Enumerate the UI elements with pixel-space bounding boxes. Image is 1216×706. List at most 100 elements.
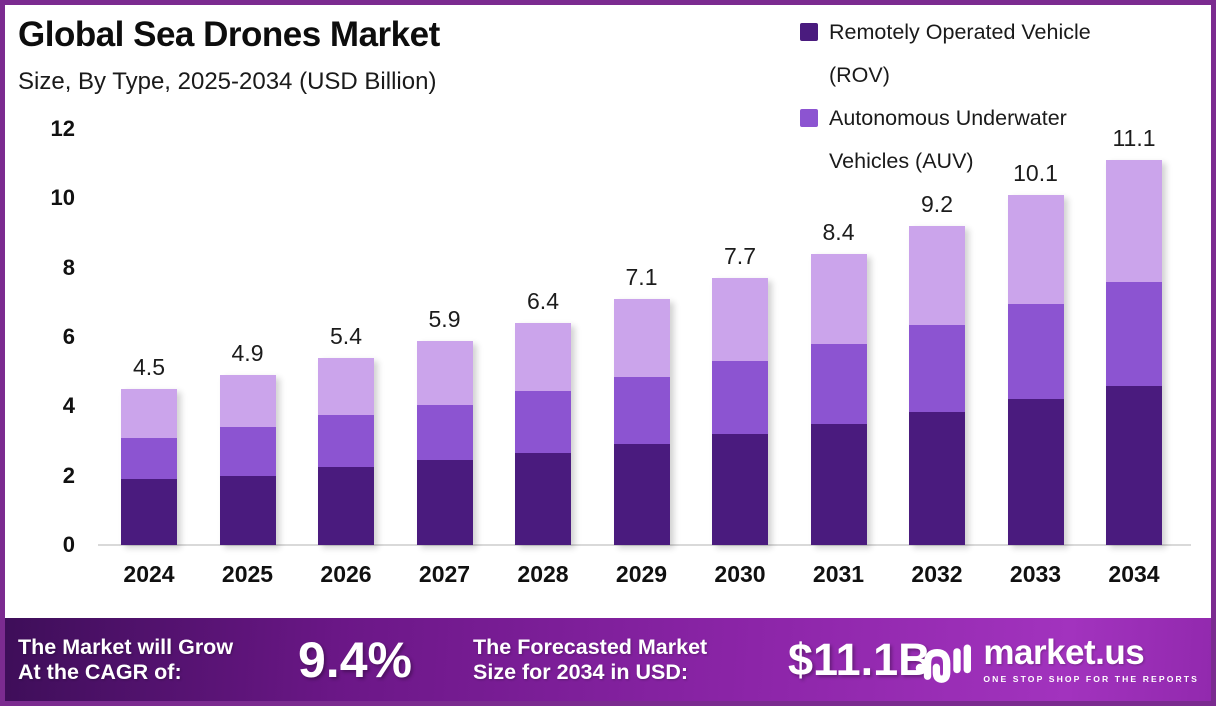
- x-tick-2033: 2033: [1009, 561, 1062, 587]
- bar-segment-top: [1007, 194, 1064, 305]
- bar-2025: 4.9 2025: [219, 340, 276, 587]
- bar-segment-top: [121, 389, 177, 438]
- marketus-logo-icon: [916, 644, 972, 683]
- x-tick-2029: 2029: [615, 561, 668, 587]
- x-tick-2027: 2027: [418, 561, 471, 587]
- x-tick-2028: 2028: [517, 561, 569, 587]
- y-tick-12: 12: [50, 116, 75, 142]
- bar-value-label: 4.9: [231, 340, 264, 367]
- bar-2031: 8.4 2031: [810, 219, 867, 587]
- bar-segment-top: [1106, 160, 1162, 282]
- bar-value-label: 9.2: [921, 191, 953, 218]
- forecast-label: The Forecasted Market Size for 2034 in U…: [473, 634, 707, 684]
- brand-tagline: ONE STOP SHOP FOR THE REPORTS: [983, 674, 1199, 684]
- bar-segment-top: [810, 253, 867, 344]
- bar-segment-auv: [416, 404, 473, 461]
- bar-segment-rov: [712, 434, 768, 545]
- bar-value-label: 8.4: [822, 218, 855, 245]
- bar-segment-top: [219, 375, 276, 428]
- x-tick-2030: 2030: [714, 561, 766, 587]
- bar-2024: 4.5 2024: [121, 354, 177, 587]
- chart-subtitle: Size, By Type, 2025-2034 (USD Billion): [18, 68, 437, 95]
- x-tick-2026: 2026: [320, 561, 372, 587]
- bar-value-label: 7.7: [724, 243, 756, 270]
- bar-segment-rov: [219, 475, 276, 545]
- y-tick-0: 0: [62, 532, 75, 557]
- brand-logo: market.us ONE STOP SHOP FOR THE REPORTS: [915, 634, 1199, 686]
- brand-name: market.us: [983, 633, 1145, 672]
- bar-segment-rov: [1007, 399, 1064, 545]
- bar-segment-rov: [416, 460, 473, 545]
- bar-segment-rov: [121, 479, 177, 545]
- bar-segment-auv: [810, 343, 867, 424]
- cagr-label-line1: The Market will Grow: [18, 634, 234, 659]
- bar-segment-auv: [318, 415, 374, 468]
- bar-segment-rov: [909, 411, 965, 545]
- cagr-value: 9.4%: [298, 631, 412, 688]
- x-tick-2032: 2032: [911, 561, 963, 587]
- y-tick-2: 2: [62, 462, 75, 488]
- y-tick-4: 4: [62, 393, 75, 419]
- footer-banner: The Market will Grow At the CAGR of: 9.4…: [5, 618, 1211, 701]
- bar-segment-top: [712, 278, 768, 362]
- legend-swatch: [800, 109, 818, 127]
- y-tick-8: 8: [62, 254, 75, 280]
- cagr-label-line2: At the CAGR of:: [18, 659, 182, 684]
- bar-value-label: 6.4: [527, 288, 559, 315]
- bar-segment-rov: [515, 453, 571, 545]
- legend: Remotely Operated Vehicle (ROV) Autonomous…: [800, 11, 1198, 183]
- bar-segment-top: [613, 298, 670, 377]
- bar-value-label: 4.5: [133, 354, 165, 381]
- legend-item-rov: Remotely Operated Vehicle (ROV): [800, 11, 1198, 97]
- bar-2027: 5.9 2027: [416, 306, 473, 587]
- legend-label: Autonomous Underwater Vehicles (AUV): [829, 106, 1067, 173]
- bar-segment-top: [909, 226, 965, 325]
- bar-segment-auv: [1106, 281, 1162, 386]
- x-axis-baseline: [98, 544, 1191, 546]
- bar-value-label: 10.1: [1013, 159, 1058, 186]
- brand-text: market.us ONE STOP SHOP FOR THE REPORTS: [983, 635, 1199, 684]
- bar-value-label: 5.9: [428, 305, 461, 332]
- bar-segment-top: [318, 357, 374, 416]
- legend-swatch: [800, 23, 818, 41]
- legend-item-auv: Autonomous Underwater Vehicles (AUV): [800, 97, 1198, 183]
- bar-segment-rov: [1106, 385, 1162, 545]
- bar-2032: 9.2 2032: [909, 191, 965, 587]
- bar-segment-rov: [613, 444, 670, 545]
- bar-segment-rov: [318, 467, 374, 545]
- bar-segment-auv: [515, 390, 571, 454]
- x-tick-2025: 2025: [221, 561, 274, 587]
- forecast-value: $11.1B: [788, 633, 931, 685]
- bar-segment-auv: [909, 324, 965, 412]
- bar-2028: 6.4 2028: [515, 288, 571, 587]
- bar-2030: 7.7 2030: [712, 243, 768, 587]
- bar-segment-auv: [219, 427, 276, 476]
- bar-value-label: 7.1: [625, 263, 658, 290]
- bar-value-label: 11.1: [1112, 125, 1156, 152]
- y-tick-10: 10: [50, 185, 75, 211]
- forecast-label-line2: Size for 2034 in USD:: [473, 659, 689, 684]
- bar-segment-top: [416, 340, 473, 405]
- bar-value-label: 5.4: [330, 322, 362, 349]
- bar-2034: 11.1 2034: [1106, 125, 1162, 587]
- bar-2026: 5.4 2026: [318, 323, 374, 587]
- x-tick-2031: 2031: [812, 561, 865, 587]
- cagr-label: The Market will Grow At the CAGR of:: [18, 634, 233, 684]
- x-tick-2034: 2034: [1108, 561, 1160, 587]
- header: Global Sea Drones Market Size, By Type, …: [18, 15, 440, 96]
- bar-2029: 7.1 2029: [613, 264, 670, 587]
- forecast-label-line1: The Forecasted Market: [473, 634, 708, 659]
- bar-segment-auv: [712, 361, 768, 435]
- bar-segment-top: [515, 323, 571, 391]
- bar-segment-rov: [810, 423, 867, 545]
- plot-area: 0 2 4 6 8 10 12 4.5 2024 4.9 2025 5.4 2026 5.9 2027 6.4…: [5, 5, 1211, 701]
- y-tick-6: 6: [62, 324, 75, 350]
- bar-segment-auv: [613, 376, 670, 445]
- x-tick-2024: 2024: [123, 561, 175, 587]
- bar-segment-auv: [1007, 304, 1064, 400]
- bar-segment-auv: [121, 437, 177, 480]
- chart-title: Global Sea Drones Market: [18, 15, 440, 54]
- legend-label: Remotely Operated Vehicle (ROV): [829, 20, 1091, 87]
- bar-2033: 10.1 2033: [1007, 160, 1064, 587]
